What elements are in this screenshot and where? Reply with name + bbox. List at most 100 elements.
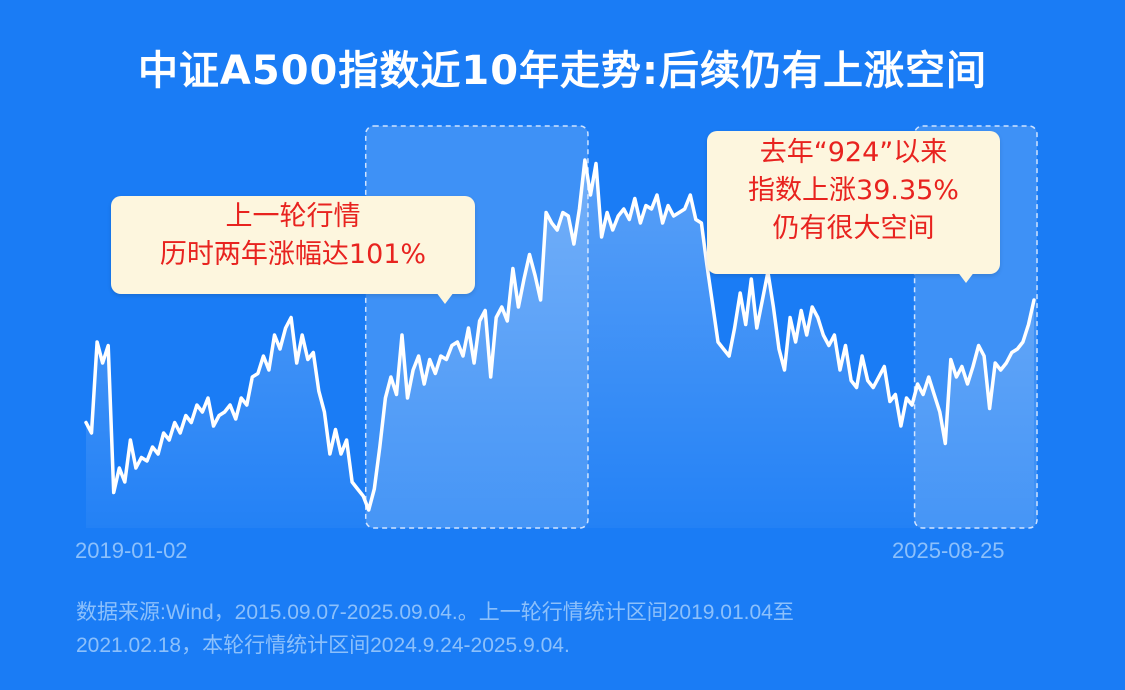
data-point xyxy=(533,274,537,277)
data-point xyxy=(295,361,298,365)
data-point xyxy=(605,211,609,214)
data-point xyxy=(966,382,969,386)
data-point xyxy=(201,410,204,414)
data-point xyxy=(988,407,991,410)
data-point xyxy=(212,424,215,428)
callout-right-line-1: 去年“924”以来 xyxy=(759,137,948,168)
data-point xyxy=(129,438,132,442)
data-point xyxy=(633,197,636,200)
data-point xyxy=(1010,351,1013,354)
data-point xyxy=(456,340,459,344)
data-point xyxy=(611,228,614,232)
data-point xyxy=(872,386,875,389)
data-point xyxy=(1027,323,1030,326)
data-point xyxy=(328,452,332,456)
data-point xyxy=(400,333,404,337)
x-axis-start-label: 2019-01-02 xyxy=(75,538,188,563)
data-point xyxy=(622,207,625,211)
data-point xyxy=(162,431,165,435)
data-point xyxy=(733,326,736,330)
data-point xyxy=(683,207,686,211)
data-point xyxy=(722,347,725,351)
data-point xyxy=(118,466,121,470)
data-point xyxy=(112,491,115,494)
data-point xyxy=(245,403,248,407)
data-point xyxy=(744,323,747,326)
data-point xyxy=(600,235,603,239)
data-point xyxy=(317,389,320,393)
data-point xyxy=(1016,347,1019,351)
data-point xyxy=(217,414,221,417)
data-point xyxy=(345,438,348,442)
data-point xyxy=(899,424,903,428)
data-point xyxy=(140,456,143,459)
data-point xyxy=(894,393,897,396)
data-point xyxy=(151,445,154,449)
data-point xyxy=(960,365,964,368)
data-point xyxy=(1021,340,1025,344)
data-point xyxy=(90,431,93,435)
data-point xyxy=(617,214,620,218)
data-point xyxy=(556,228,559,232)
data-point xyxy=(306,358,309,361)
data-point xyxy=(755,326,758,330)
data-point xyxy=(107,344,110,347)
data-point xyxy=(650,207,653,211)
data-point xyxy=(750,277,753,281)
data-point xyxy=(933,393,936,396)
callout-previous-rally: 上一轮行情 历时两年涨幅达101% xyxy=(111,196,475,294)
data-point xyxy=(561,211,564,214)
data-point xyxy=(811,305,814,309)
data-point xyxy=(434,372,437,375)
data-point xyxy=(251,375,254,379)
data-point xyxy=(145,459,149,463)
data-point xyxy=(583,158,587,162)
data-point xyxy=(572,242,576,246)
data-point xyxy=(256,372,260,375)
data-point xyxy=(445,358,448,361)
data-point xyxy=(711,302,714,305)
callout-right-line-2: 指数上涨39.35% xyxy=(748,175,959,206)
data-point xyxy=(461,354,465,358)
data-point xyxy=(289,316,293,319)
data-point xyxy=(362,494,365,498)
data-point xyxy=(772,305,775,309)
data-point xyxy=(833,333,836,337)
data-point xyxy=(240,396,243,400)
data-point xyxy=(439,354,442,358)
data-point xyxy=(301,333,304,337)
data-point xyxy=(384,396,387,400)
source-footnote: 数据来源:Wind，2015.09.07-2025.09.04.。上一轮行情统计… xyxy=(76,596,1076,662)
data-point xyxy=(982,354,986,358)
data-point xyxy=(522,277,526,281)
data-point xyxy=(849,379,853,382)
data-point xyxy=(916,382,919,386)
data-point xyxy=(428,358,431,361)
data-point xyxy=(921,393,925,396)
data-point xyxy=(694,218,697,221)
data-point xyxy=(927,375,930,379)
data-point xyxy=(411,368,415,372)
data-point xyxy=(1032,298,1036,302)
data-point xyxy=(888,400,892,403)
data-point xyxy=(550,221,553,225)
data-point xyxy=(938,410,941,414)
data-point xyxy=(323,410,326,414)
data-point xyxy=(761,298,764,302)
chart-series-line xyxy=(84,158,1036,512)
data-point xyxy=(334,428,337,431)
callout-right-line-3: 仍有很大空间 xyxy=(772,213,935,244)
callout-left-line-1: 上一轮行情 xyxy=(225,201,361,232)
data-point xyxy=(800,309,803,312)
data-point xyxy=(278,347,282,351)
data-point xyxy=(639,221,642,225)
data-point xyxy=(206,396,210,400)
data-point xyxy=(944,442,947,445)
data-point xyxy=(955,375,958,379)
data-point xyxy=(716,340,720,344)
data-point xyxy=(184,414,187,417)
data-point xyxy=(506,319,509,323)
data-point xyxy=(168,438,171,442)
data-point xyxy=(949,358,952,361)
data-point xyxy=(628,218,631,221)
